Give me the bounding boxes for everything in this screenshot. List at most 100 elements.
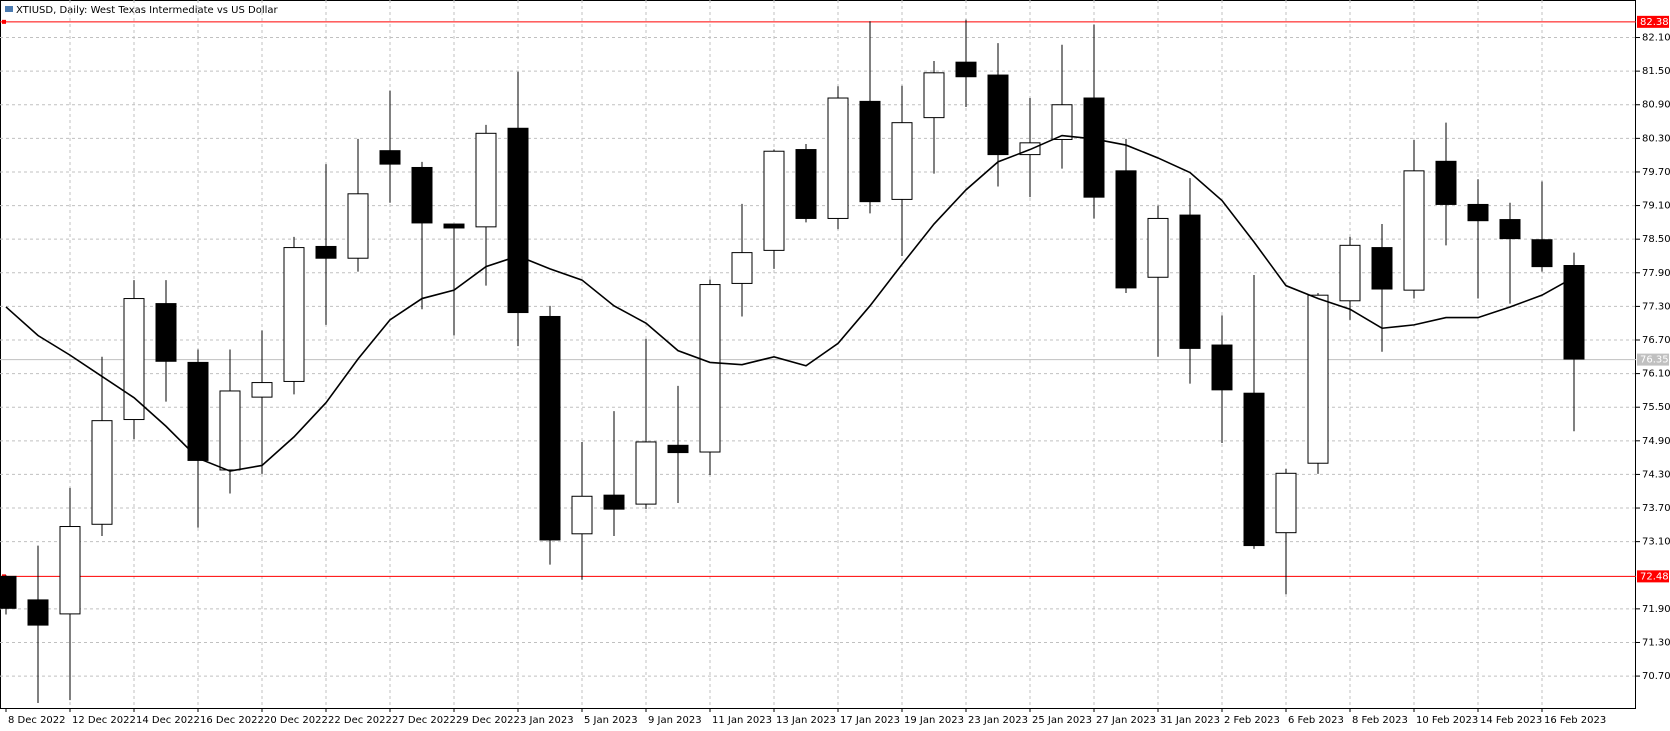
y-tick-label: 79.70 — [1642, 167, 1670, 178]
candle-body — [315, 245, 337, 259]
y-tick-label: 73.10 — [1642, 537, 1670, 548]
candle-body — [1435, 160, 1457, 205]
x-tick-label: 17 Jan 2023 — [840, 715, 900, 726]
y-tick-label: 76.10 — [1642, 369, 1670, 380]
candle-body — [1147, 217, 1169, 278]
x-tick-label: 25 Jan 2023 — [1032, 715, 1092, 726]
x-tick-label: 12 Dec 2022 — [72, 715, 136, 726]
candle-body — [283, 247, 305, 382]
candle-body — [987, 74, 1009, 156]
candle-body — [507, 127, 529, 314]
y-tick-label: 75.50 — [1642, 402, 1670, 413]
candle-body — [891, 122, 913, 200]
candle-body — [635, 441, 657, 505]
candle-body — [603, 494, 625, 510]
x-tick-label: 16 Dec 2022 — [200, 715, 264, 726]
x-tick-label: 3 Jan 2023 — [520, 715, 574, 726]
candle-body — [1243, 392, 1265, 547]
x-tick-label: 19 Jan 2023 — [904, 715, 964, 726]
x-tick-label: 27 Jan 2023 — [1096, 715, 1156, 726]
x-tick-label: 11 Jan 2023 — [712, 715, 772, 726]
x-tick-label: 29 Dec 2022 — [456, 715, 520, 726]
x-tick-label: 13 Jan 2023 — [776, 715, 836, 726]
y-tick-label: 70.70 — [1642, 671, 1670, 682]
candle-body — [827, 97, 849, 219]
candle-body — [1115, 170, 1137, 289]
y-tick-label: 71.90 — [1642, 604, 1670, 615]
y-tick-label: 79.10 — [1642, 201, 1670, 212]
plot-frame — [0, 0, 1636, 709]
x-tick-label: 27 Dec 2022 — [392, 715, 456, 726]
candle-body — [123, 298, 145, 421]
candle-body — [379, 150, 401, 165]
candle-body — [443, 223, 465, 229]
candle-body — [955, 61, 977, 78]
candle-body — [155, 303, 177, 362]
candle-body — [571, 495, 593, 535]
y-tick-label: 74.30 — [1642, 469, 1670, 480]
candle-body — [699, 284, 721, 453]
candle-body — [1531, 239, 1553, 268]
x-tick-label: 14 Feb 2023 — [1480, 715, 1542, 726]
y-tick-label: 73.70 — [1642, 503, 1670, 514]
symbol-icon — [5, 6, 13, 12]
x-tick-label: 20 Dec 2022 — [264, 715, 328, 726]
candle-body — [1083, 97, 1105, 198]
candle-body — [1563, 265, 1585, 360]
candle-body — [1307, 294, 1329, 464]
x-tick-label: 8 Feb 2023 — [1352, 715, 1408, 726]
y-tick-label: 77.30 — [1642, 301, 1670, 312]
y-tick-label: 81.50 — [1642, 66, 1670, 77]
x-tick-label: 2 Feb 2023 — [1224, 715, 1280, 726]
level-handle — [2, 19, 6, 24]
y-tick-label: 77.90 — [1642, 268, 1670, 279]
candle-body — [411, 166, 433, 224]
candle-body — [859, 100, 881, 203]
x-tick-label: 10 Feb 2023 — [1416, 715, 1478, 726]
candle-body — [1499, 219, 1521, 240]
candle-body — [475, 132, 497, 228]
x-tick-label: 5 Jan 2023 — [584, 715, 638, 726]
candle-body — [1275, 472, 1297, 534]
candle-body — [1339, 244, 1361, 302]
y-tick-label: 82.10 — [1642, 33, 1670, 44]
candle-body — [1467, 203, 1489, 222]
x-tick-label: 31 Jan 2023 — [1160, 715, 1220, 726]
candle-body — [1051, 104, 1073, 140]
y-tick-label: 71.30 — [1642, 637, 1670, 648]
candle-body — [1211, 344, 1233, 391]
y-tick-label: 74.90 — [1642, 436, 1670, 447]
price-box — [1637, 15, 1669, 28]
candle-body — [1403, 170, 1425, 291]
x-tick-label: 6 Feb 2023 — [1288, 715, 1344, 726]
y-tick-label: 80.30 — [1642, 133, 1670, 144]
x-tick-label: 9 Jan 2023 — [648, 715, 702, 726]
candle-body — [251, 382, 273, 398]
candle-body — [219, 390, 241, 471]
x-tick-label: 16 Feb 2023 — [1544, 715, 1606, 726]
candle-body — [795, 149, 817, 219]
candle-body — [0, 575, 17, 609]
chart-title: XTIUSD, Daily: West Texas Intermediate v… — [16, 5, 279, 16]
y-tick-label: 76.70 — [1642, 335, 1670, 346]
candle-body — [27, 599, 49, 626]
candle-body — [347, 193, 369, 259]
candle-body — [667, 444, 689, 454]
price-box-label: 72.48 — [1640, 571, 1669, 582]
candle-body — [91, 420, 113, 525]
price-box — [1637, 353, 1669, 366]
candle-body — [763, 150, 785, 251]
candle-body — [59, 526, 81, 615]
price-box-label: 82.38 — [1640, 17, 1669, 28]
x-tick-label: 23 Jan 2023 — [968, 715, 1028, 726]
price-box-label: 76.35 — [1640, 355, 1669, 366]
y-tick-label: 80.90 — [1642, 100, 1670, 111]
y-tick-label: 78.50 — [1642, 234, 1670, 245]
candle-body — [923, 72, 945, 119]
candle-body — [731, 252, 753, 284]
x-tick-label: 14 Dec 2022 — [136, 715, 200, 726]
candle-body — [539, 315, 561, 541]
x-tick-label: 8 Dec 2022 — [8, 715, 66, 726]
